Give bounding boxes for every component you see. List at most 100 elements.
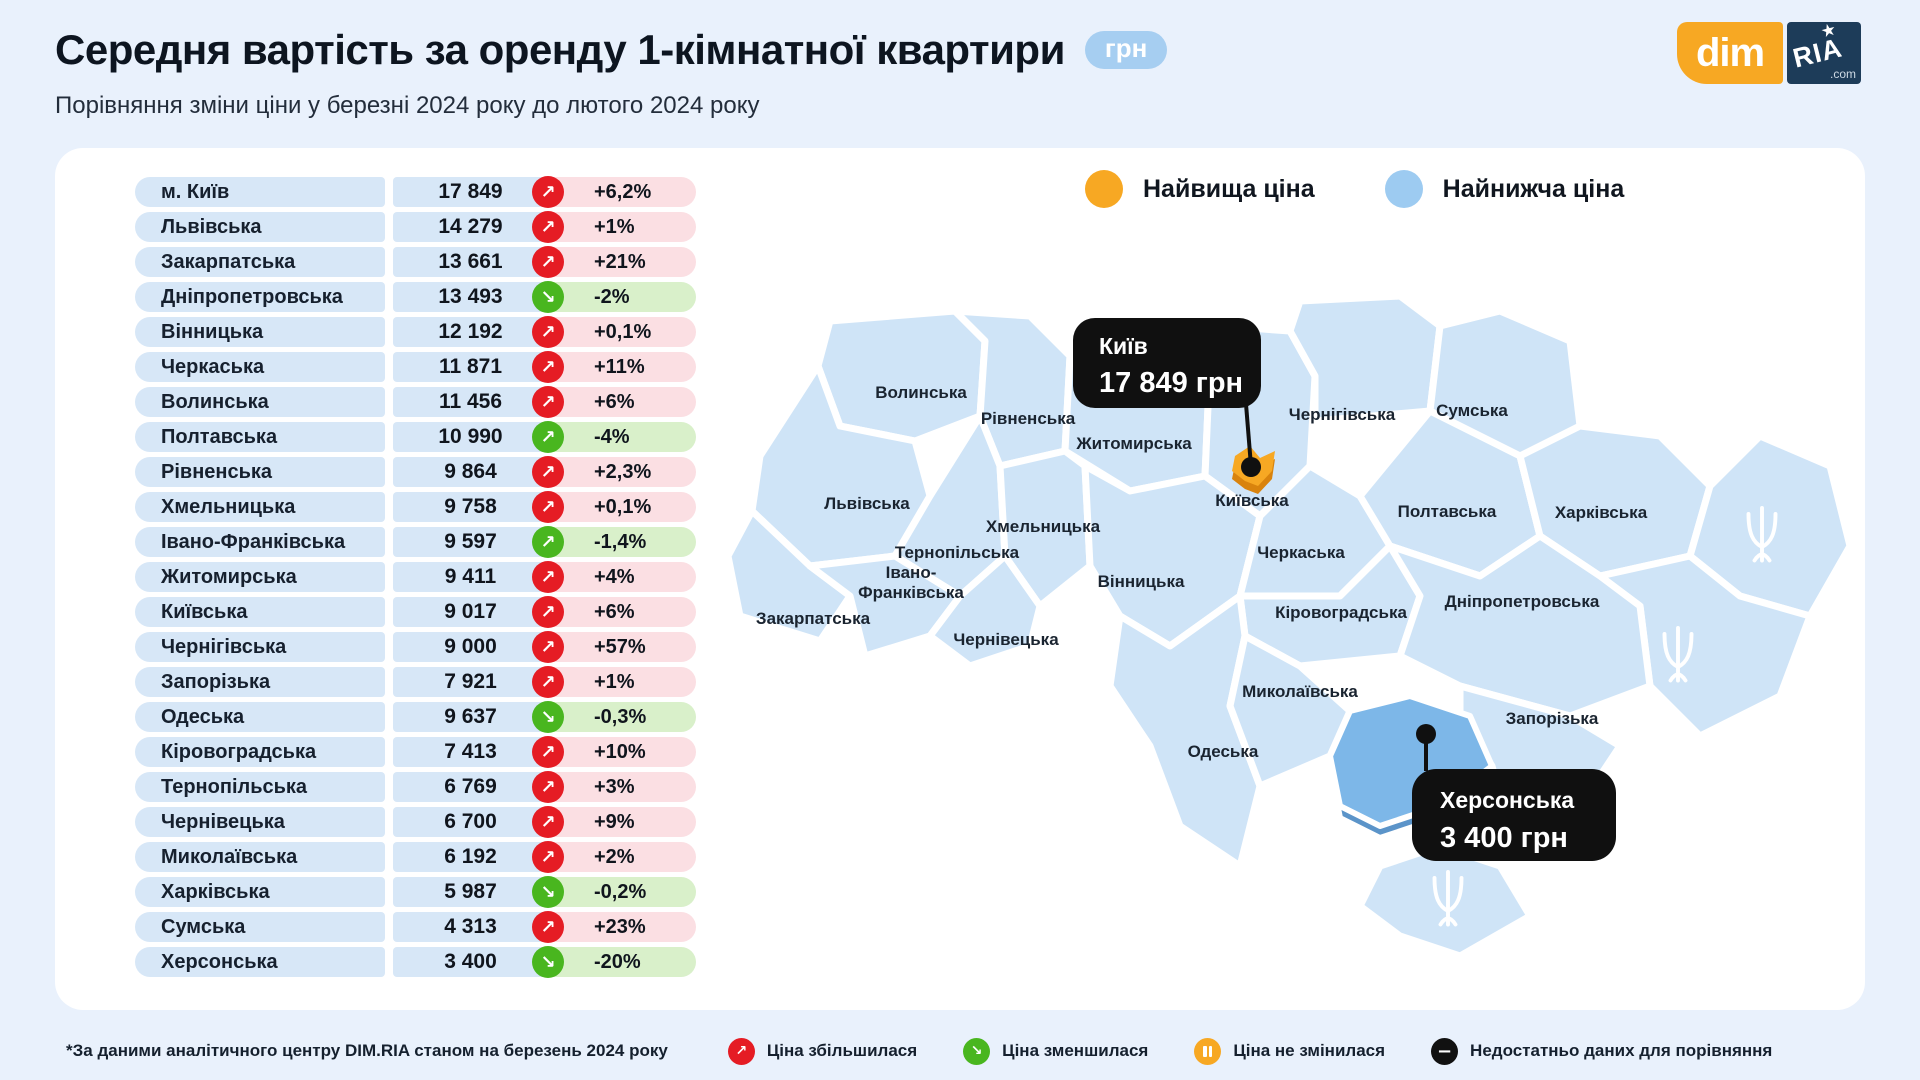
change-badge: ↘ -0,2% <box>532 876 696 908</box>
price-up-icon: ↗ <box>532 666 564 698</box>
ukraine-map: Волинська Рівненська Житомирська Львівська Х… <box>700 266 1865 1010</box>
change-badge: ↗ +1% <box>532 211 696 243</box>
table-row: Хмельницька 9 758 ↗ +0,1% <box>135 491 696 523</box>
price-value: 9 597 <box>393 527 548 557</box>
region-name: Волинська <box>135 387 385 417</box>
change-badge: ↗ +57% <box>532 631 696 663</box>
change-value: -20% <box>594 950 641 973</box>
kherson-tooltip: Херсонська 3 400 грн <box>1412 724 1616 861</box>
region-name: Тернопільська <box>135 772 385 802</box>
map-legend: Найвища ціна Найнижча ціна <box>1085 170 1624 208</box>
region-name: Рівненська <box>135 457 385 487</box>
price-up-icon: ↗ <box>532 736 564 768</box>
map-region-label: Миколаївська <box>1242 682 1358 701</box>
change-badge: ↗ -1,4% <box>532 526 696 558</box>
change-badge: ↗ +2,3% <box>532 456 696 488</box>
trident-icon-crimea <box>1432 870 1464 927</box>
price-up-icon: ↗ <box>532 351 564 383</box>
change-badge: ↗ +9% <box>532 806 696 838</box>
price-value: 6 769 <box>393 772 548 802</box>
svg-text:Херсонська: Херсонська <box>1440 787 1574 813</box>
price-value: 13 661 <box>393 247 548 277</box>
table-row: Полтавська 10 990 ↗ -4% <box>135 421 696 453</box>
change-value: +23% <box>594 915 646 938</box>
change-value: +2% <box>594 845 635 868</box>
table-row: Чернігівська 9 000 ↗ +57% <box>135 631 696 663</box>
change-badge: ↗ -4% <box>532 421 696 453</box>
svg-text:3 400 грн: 3 400 грн <box>1440 822 1568 854</box>
map-region-label: Запорізька <box>1506 709 1599 728</box>
change-value: +3% <box>594 775 635 798</box>
region-shape-chernivetska <box>926 552 1044 670</box>
price-value: 12 192 <box>393 317 548 347</box>
table-row: Чернівецька 6 700 ↗ +9% <box>135 806 696 838</box>
region-name: Харківська <box>135 877 385 907</box>
price-down-icon: ↘ <box>532 946 564 978</box>
change-value: +57% <box>594 635 646 658</box>
price-value: 13 493 <box>393 282 548 312</box>
no-data-icon: − <box>1431 1037 1459 1065</box>
region-name: Запорізька <box>135 667 385 697</box>
table-row: Дніпропетровська 13 493 ↘ -2% <box>135 281 696 313</box>
price-down-icon: ↘ <box>532 876 564 908</box>
change-badge: ↗ +4% <box>532 561 696 593</box>
change-value: +0,1% <box>594 495 652 518</box>
region-name: Миколаївська <box>135 842 385 872</box>
page-title: Середня вартість за оренду 1-кімнатної к… <box>55 26 1065 73</box>
footer-legend-label: Ціна збільшилася <box>766 1041 918 1060</box>
increase-icon: ↗ <box>727 1037 755 1065</box>
price-table: м. Київ 17 849 ↗ +6,2% Львівська 14 279 ↗ +1% За… <box>135 176 696 982</box>
change-badge: ↗ +11% <box>532 351 696 383</box>
map-region-label: Вінницька <box>1098 572 1185 591</box>
lowest-price-icon <box>1384 170 1423 208</box>
price-up-icon: ↗ <box>532 771 564 803</box>
map-region-label: Дніпропетровська <box>1445 592 1600 611</box>
map-region-label: Чернігівська <box>1289 405 1396 424</box>
region-shape-volynska <box>814 307 989 445</box>
change-value: -4% <box>594 425 630 448</box>
map-region-label: Тернопільська <box>895 543 1020 562</box>
table-row: Київська 9 017 ↗ +6% <box>135 596 696 628</box>
price-value: 7 921 <box>393 667 548 697</box>
region-shape-dnipropetrovska <box>1386 532 1654 720</box>
change-badge: ↘ -2% <box>532 281 696 313</box>
table-row: Миколаївська 6 192 ↗ +2% <box>135 841 696 873</box>
region-name: м. Київ <box>135 177 385 207</box>
price-value: 6 700 <box>393 807 548 837</box>
table-row: Черкаська 11 871 ↗ +11% <box>135 351 696 383</box>
price-value: 6 192 <box>393 842 548 872</box>
kyiv-tooltip: Київ 17 849 грн <box>1073 318 1261 477</box>
change-badge: ↘ -20% <box>532 946 696 978</box>
change-value: +2,3% <box>594 460 652 483</box>
change-badge: ↗ +21% <box>532 246 696 278</box>
region-name: Житомирська <box>135 562 385 592</box>
legend-highest-price: Найвища ціна <box>1085 170 1315 208</box>
map-region-label: Житомирська <box>1075 434 1192 453</box>
price-up-icon: ↗ <box>532 386 564 418</box>
price-value: 9 864 <box>393 457 548 487</box>
price-up-icon: ↗ <box>532 631 564 663</box>
price-up-icon: ↗ <box>532 911 564 943</box>
region-name: Одеська <box>135 702 385 732</box>
price-up-icon: ↗ <box>532 526 564 558</box>
price-up-icon: ↗ <box>532 421 564 453</box>
map-region-label: Черкаська <box>1257 543 1345 562</box>
table-row: Закарпатська 13 661 ↗ +21% <box>135 246 696 278</box>
change-value: +6,2% <box>594 180 652 203</box>
price-value: 17 849 <box>393 177 548 207</box>
region-name: Вінницька <box>135 317 385 347</box>
map-region-label: Сумська <box>1436 401 1508 420</box>
price-value: 7 413 <box>393 737 548 767</box>
price-value: 11 871 <box>393 352 548 382</box>
change-value: +1% <box>594 670 635 693</box>
page-header: Середня вартість за оренду 1-кімнатної к… <box>55 26 1168 120</box>
table-row: Харківська 5 987 ↘ -0,2% <box>135 876 696 908</box>
change-badge: ↗ +2% <box>532 841 696 873</box>
change-badge: ↗ +6% <box>532 386 696 418</box>
price-up-icon: ↗ <box>532 596 564 628</box>
region-name: Сумська <box>135 912 385 942</box>
map-region-label: Закарпатська <box>756 609 871 628</box>
price-value: 3 400 <box>393 947 548 977</box>
region-shape-krym <box>1356 842 1534 960</box>
region-name: Хмельницька <box>135 492 385 522</box>
